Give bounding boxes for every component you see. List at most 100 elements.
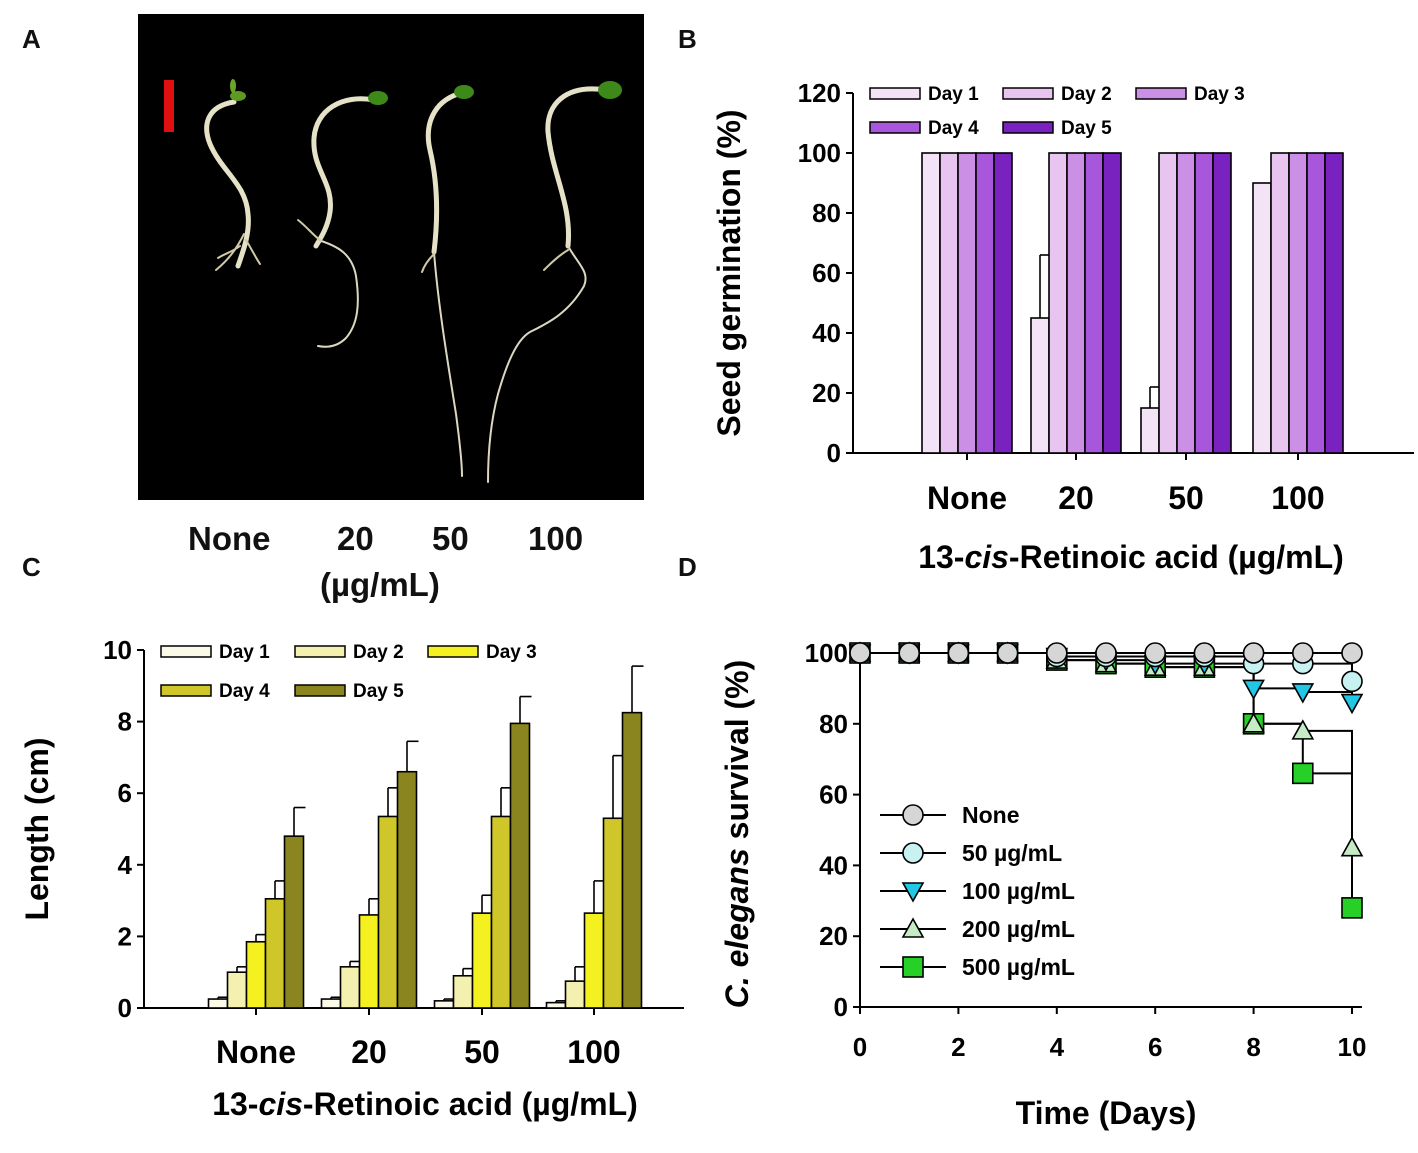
legend-swatch [427, 645, 479, 658]
bar [993, 152, 1013, 454]
bar [283, 835, 305, 1009]
bar [471, 912, 493, 1009]
x-tick-label: None [927, 480, 1007, 516]
x-axis-title: Time (Days) [1016, 1095, 1197, 1131]
y-tick-label: 8 [118, 707, 132, 737]
y-tick-label: 2 [118, 921, 132, 951]
data-point [1341, 642, 1363, 664]
series-line [860, 652, 1353, 848]
data-point [901, 882, 925, 903]
legend-label: Day 1 [219, 642, 270, 663]
data-point [902, 956, 924, 978]
data-point [898, 642, 920, 664]
bar [339, 966, 361, 1009]
bar [245, 940, 267, 1009]
bar [545, 1001, 567, 1009]
legend-label: Day 2 [353, 642, 404, 663]
chart-b-germination: 0 20 40 60 80 100 120 None 20 50 100 13-cis-Retinoi… [711, 78, 1414, 575]
data-point [1291, 719, 1315, 740]
data-point [1045, 642, 1068, 664]
photo-label-100: 100 [528, 520, 584, 557]
bar [1176, 152, 1196, 454]
photo-label-none: None [188, 520, 271, 557]
data-point [1291, 762, 1314, 785]
panel-letter-a: A [22, 24, 41, 54]
legend-swatch [160, 645, 212, 658]
bar [1324, 152, 1344, 454]
data-point [1242, 642, 1265, 664]
y-tick-label: 40 [812, 318, 841, 348]
bar [621, 711, 643, 1009]
bar [1084, 152, 1104, 454]
data-point [1291, 642, 1314, 664]
y-tick-label: 6 [118, 778, 132, 808]
data-point [1095, 642, 1117, 664]
y-tick-label: 100 [798, 138, 841, 168]
legend-swatch [294, 684, 346, 697]
legend-label: Day 4 [928, 118, 979, 139]
data-point [1340, 693, 1364, 715]
bar [1158, 152, 1178, 454]
bar [957, 152, 977, 454]
panel-letter-d: D [678, 552, 697, 582]
bar [921, 152, 941, 454]
y-tick-label: 40 [819, 850, 848, 880]
x-tick-label: 2 [951, 1032, 965, 1062]
data-point [996, 642, 1019, 664]
data-point [1341, 897, 1363, 919]
y-tick-label: 80 [812, 198, 841, 228]
data-point [1193, 642, 1216, 664]
bar [939, 152, 959, 454]
legend-swatch [1002, 121, 1054, 134]
bar [1140, 407, 1160, 454]
x-tick-label: 8 [1246, 1032, 1260, 1062]
legend-label: Day 5 [353, 681, 404, 702]
y-tick-label: 0 [118, 993, 132, 1023]
y-tick-label: 0 [834, 992, 848, 1022]
bar [207, 998, 229, 1009]
bar [1102, 152, 1122, 454]
x-tick-label: 0 [853, 1032, 867, 1062]
bar [1030, 317, 1050, 454]
y-tick-label: 0 [827, 438, 841, 468]
bar [490, 815, 512, 1009]
photo-background [138, 14, 644, 500]
legend-label: 500 µg/mL [962, 954, 1075, 980]
y-tick-label: 4 [118, 850, 133, 880]
data-point [947, 642, 970, 664]
legend-label: 50 µg/mL [962, 840, 1062, 866]
bar [602, 817, 624, 1009]
data-point [1242, 712, 1265, 733]
data-point [1340, 836, 1364, 857]
bar [1288, 152, 1308, 454]
photo-label-20: 20 [337, 520, 374, 557]
seedling-photo [138, 14, 644, 500]
legend-swatch [160, 684, 212, 697]
x-tick-label: None [216, 1034, 296, 1070]
seedling-none [204, 79, 261, 271]
seedling-20 [297, 91, 388, 348]
bar [377, 815, 399, 1009]
data-point [1144, 642, 1167, 664]
legend-label: Day 4 [219, 681, 270, 702]
y-axis-title: Length (cm) [19, 737, 55, 920]
bar [1270, 152, 1290, 454]
x-tick-label: 50 [1168, 480, 1204, 516]
panel-letter-c: C [22, 552, 41, 582]
bar [396, 770, 418, 1009]
bar [509, 722, 531, 1009]
seedling-100 [487, 81, 622, 483]
y-tick-label: 10 [103, 635, 132, 665]
y-tick-label: 100 [805, 638, 848, 668]
bar [320, 998, 342, 1009]
x-tick-label: 4 [1050, 1032, 1065, 1062]
data-point [902, 842, 924, 864]
bar [264, 898, 286, 1009]
chart-c-length: 0 2 4 6 8 10 None 20 50 100 13-cis-Retinoic acid (… [19, 635, 684, 1122]
legend-swatch [1135, 87, 1187, 100]
x-tick-label: 20 [351, 1034, 387, 1070]
legend-label: Day 3 [486, 642, 537, 663]
data-point [902, 804, 924, 826]
bar [433, 1000, 455, 1009]
x-tick-label: 100 [567, 1034, 620, 1070]
